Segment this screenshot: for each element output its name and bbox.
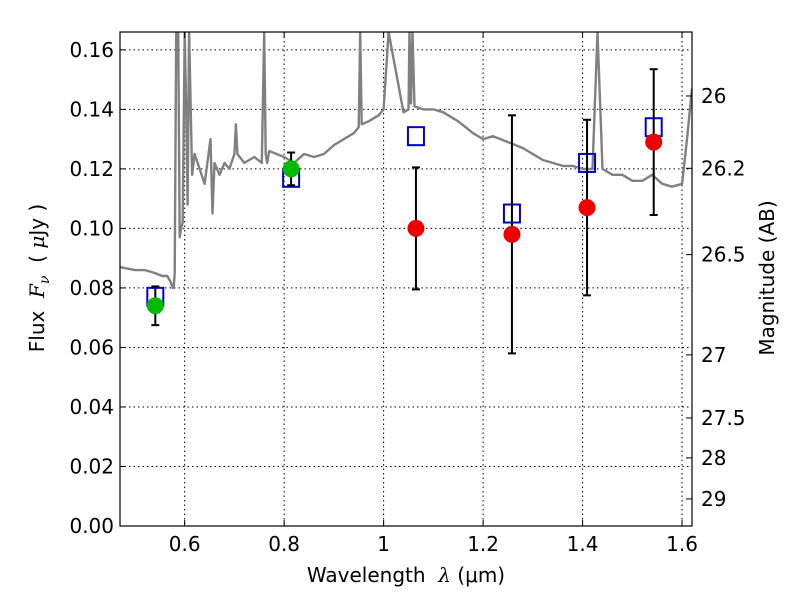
y-axis-title-prefix: Flux — [25, 298, 49, 352]
y-tick-label: 0.16 — [69, 38, 114, 62]
y-tick-label: 0.04 — [69, 395, 114, 419]
axis-ticks: 0.6 0.8 1 1.2 1.4 1.6 0.00 0.02 0.04 0.06 0.08 0.10… — [69, 32, 746, 556]
x-tick-label: 1 — [377, 532, 390, 556]
y2-tick-label: 27.5 — [701, 406, 746, 430]
y-tick-label: 0.02 — [69, 454, 114, 478]
y-axis-title-symbol: F — [25, 283, 49, 299]
y-axis-title: Flux Fν ( μJy ) — [25, 204, 53, 352]
y2-tick-label: 26.2 — [701, 156, 746, 180]
data-point — [407, 219, 425, 237]
y-axis-title-unit-open: ( — [25, 249, 49, 276]
y-axis-title-subscript: ν — [37, 275, 53, 284]
x-tick-label: 1.2 — [467, 532, 499, 556]
y2-tick-label: 27 — [701, 343, 726, 367]
series-layer — [120, 32, 692, 290]
y-tick-label: 0.14 — [69, 97, 114, 121]
x-tick-label: 0.6 — [169, 532, 201, 556]
y-tick-label: 0.06 — [69, 335, 114, 359]
y2-tick-label: 29 — [701, 487, 726, 511]
plot-frame — [119, 31, 693, 527]
data-point — [146, 297, 164, 315]
y-tick-label: 0.12 — [69, 157, 114, 181]
y-tick-label: 0.08 — [69, 276, 114, 300]
x-axis-title: Wavelength λ (μm) — [307, 563, 505, 587]
x-tick-label: 1.6 — [666, 532, 698, 556]
y-axis-title-unit-rest: Jy ) — [25, 204, 49, 238]
y-tick-label: 0.10 — [69, 216, 114, 240]
x-tick-label: 1.4 — [567, 532, 599, 556]
y-tick-label: 0.00 — [69, 514, 114, 538]
x-axis-title-symbol: λ — [437, 563, 451, 587]
model-photometry-square — [406, 126, 425, 147]
data-point — [282, 160, 300, 178]
data-point — [503, 225, 521, 243]
model-sed-line — [120, 32, 692, 290]
y2-axis-title: Magnitude (AB) — [755, 200, 779, 355]
y2-tick-label: 26 — [701, 84, 726, 108]
data-point — [578, 199, 596, 217]
x-tick-label: 0.8 — [268, 532, 300, 556]
y2-tick-label: 26.5 — [701, 243, 746, 267]
x-axis-title-unit: (μm) — [451, 563, 505, 587]
y-axis-title-unit-mu: μ — [25, 236, 49, 249]
data-point — [645, 133, 663, 151]
y2-tick-label: 28 — [701, 446, 726, 470]
points-layer — [146, 68, 663, 355]
x-axis-title-prefix: Wavelength — [307, 563, 438, 587]
